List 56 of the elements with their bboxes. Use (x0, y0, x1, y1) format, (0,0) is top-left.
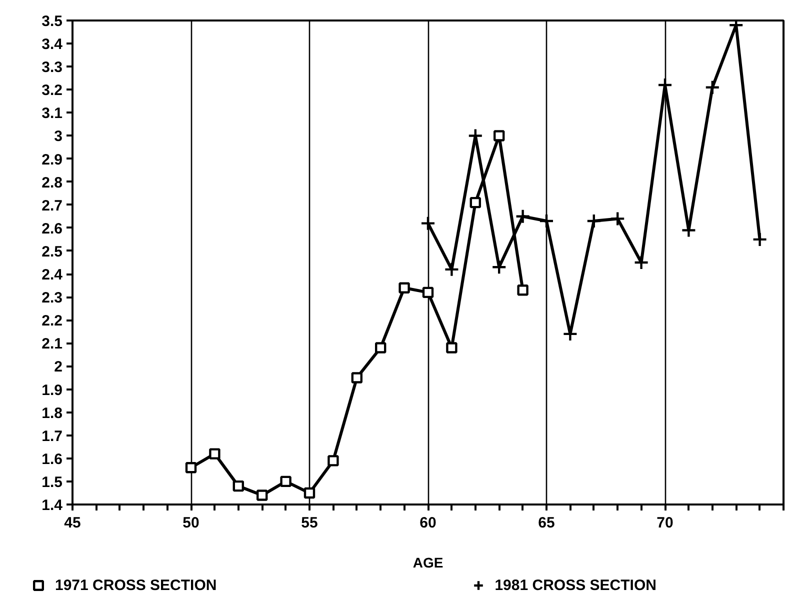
legend-label: 1971 CROSS SECTION (55, 576, 217, 594)
x-tick-label: 45 (64, 514, 81, 532)
point (752, 232, 768, 248)
y-tick-label: 3.4 (42, 36, 64, 54)
y-tick-label: 1.4 (42, 497, 64, 514)
point (375, 342, 386, 354)
y-tick-label: 2.9 (42, 151, 63, 168)
point (328, 455, 339, 466)
y-tick-label: 2.2 (42, 312, 63, 330)
point (470, 196, 481, 208)
y-tick-label: 2.7 (42, 197, 63, 214)
y-tick-label: 2.6 (42, 220, 63, 238)
y-tick-label: 2.5 (42, 243, 63, 260)
x-tick-label: 70 (656, 514, 674, 532)
legend-label: 1981 CROSS SECTION (494, 576, 656, 594)
y-tick-label: 2.3 (42, 290, 63, 307)
x-tick-label: 50 (182, 514, 200, 532)
point (538, 213, 554, 229)
y-tick-label: 3.1 (42, 105, 63, 122)
point (398, 282, 410, 294)
y-tick-label: 1.8 (42, 404, 63, 422)
y-tick-label: 2.8 (42, 174, 63, 192)
point (586, 213, 602, 229)
point (517, 284, 528, 296)
point (515, 208, 530, 224)
y-tick-label: 2 (54, 358, 62, 376)
y-tick-label: 3.5 (42, 13, 63, 30)
y-tick-label: 1.7 (42, 428, 63, 445)
point (422, 286, 434, 298)
point (185, 462, 197, 474)
point (232, 480, 244, 492)
x-tick-label: 60 (420, 514, 436, 532)
point (280, 476, 292, 488)
point (494, 130, 505, 142)
point (351, 372, 362, 384)
y-tick-label: 3.2 (42, 82, 63, 100)
point (304, 487, 316, 499)
point (256, 490, 268, 501)
x-tick-label: 55 (301, 514, 318, 532)
y-tick-label: 2.4 (42, 266, 64, 284)
point (446, 342, 458, 354)
point (704, 80, 720, 95)
y-tick-label: 3.3 (42, 59, 63, 76)
point (634, 254, 649, 270)
y-tick-label: 2.1 (42, 336, 63, 353)
point (209, 448, 220, 460)
point (444, 262, 460, 278)
x-tick-label: 65 (538, 514, 555, 532)
y-tick-label: 1.9 (42, 382, 63, 399)
y-tick-label: 3 (54, 128, 62, 146)
point (492, 260, 507, 275)
point (610, 211, 626, 226)
y-tick-label: 1.6 (42, 450, 63, 468)
x-axis-title: AGE (412, 554, 444, 570)
y-tick-label: 1.5 (42, 474, 63, 491)
point (420, 216, 436, 231)
